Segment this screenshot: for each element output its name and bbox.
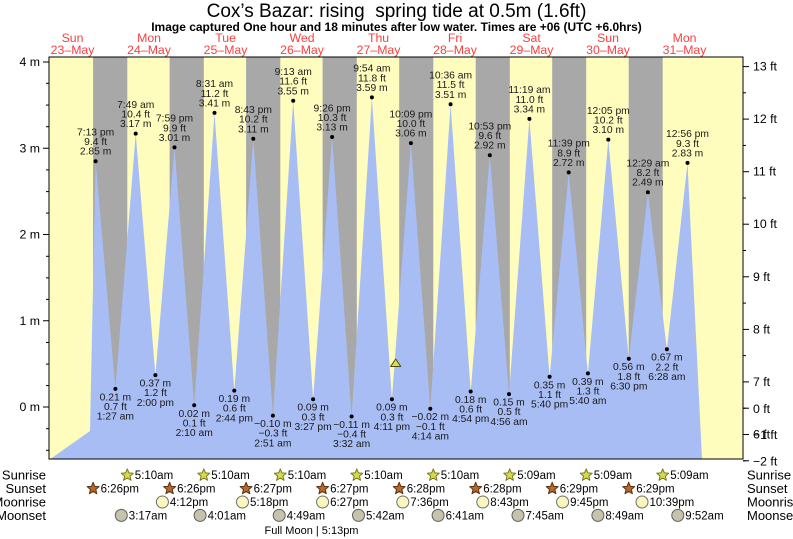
svg-text:5:09am: 5:09am — [594, 470, 632, 482]
svg-text:24–May: 24–May — [127, 43, 172, 57]
svg-text:12 ft: 12 ft — [753, 112, 778, 126]
svg-text:5:10am: 5:10am — [364, 470, 402, 482]
svg-text:3:27 pm: 3:27 pm — [294, 422, 331, 433]
svg-text:5:40 pm: 5:40 pm — [531, 400, 568, 411]
svg-text:6:27pm: 6:27pm — [254, 484, 292, 496]
svg-text:8:49am: 8:49am — [605, 510, 643, 522]
svg-text:3.59 m: 3.59 m — [356, 83, 387, 94]
svg-text:25–May: 25–May — [204, 43, 249, 57]
svg-text:3.55 m: 3.55 m — [277, 86, 308, 97]
svg-text:6:27pm: 6:27pm — [330, 497, 368, 509]
svg-text:6:29pm: 6:29pm — [636, 484, 674, 496]
svg-text:1 m: 1 m — [20, 314, 41, 328]
svg-text:11 ft: 11 ft — [753, 165, 777, 179]
svg-text:4:11 pm: 4:11 pm — [374, 422, 410, 433]
svg-text:Moonset: Moonset — [747, 508, 793, 523]
svg-text:27–May: 27–May — [357, 43, 402, 57]
svg-text:7 ft: 7 ft — [753, 375, 771, 389]
svg-text:5:09am: 5:09am — [517, 470, 555, 482]
svg-text:5:42am: 5:42am — [366, 510, 404, 522]
svg-text:2.85 m: 2.85 m — [80, 147, 111, 158]
svg-text:Moonset: Moonset — [0, 508, 46, 523]
svg-text:5:18pm: 5:18pm — [250, 497, 288, 509]
svg-text:4:54 pm: 4:54 pm — [452, 414, 489, 425]
svg-text:2.49 m: 2.49 m — [632, 178, 663, 189]
svg-text:28–May: 28–May — [433, 43, 478, 57]
svg-text:0 ft: 0 ft — [753, 402, 771, 416]
svg-text:6:41am: 6:41am — [446, 510, 484, 522]
svg-text:3:32 am: 3:32 am — [333, 439, 370, 450]
svg-text:2 m: 2 m — [20, 228, 41, 242]
svg-text:3.06 m: 3.06 m — [395, 129, 426, 140]
svg-text:5:40 am: 5:40 am — [569, 396, 606, 407]
svg-text:3.51 m: 3.51 m — [435, 90, 466, 101]
svg-text:9:45pm: 9:45pm — [570, 497, 608, 509]
svg-text:8:43pm: 8:43pm — [490, 497, 528, 509]
svg-text:30–May: 30–May — [586, 43, 631, 57]
svg-text:3.41 m: 3.41 m — [199, 98, 230, 109]
svg-text:13 ft: 13 ft — [753, 60, 778, 74]
svg-text:3.11 m: 3.11 m — [238, 124, 269, 135]
svg-text:5:10am: 5:10am — [211, 470, 249, 482]
svg-text:6:30 pm: 6:30 pm — [610, 381, 647, 392]
svg-text:2.92 m: 2.92 m — [474, 141, 505, 152]
svg-text:1:27 am: 1:27 am — [97, 412, 134, 423]
svg-text:6:26pm: 6:26pm — [101, 484, 139, 496]
svg-text:5:10am: 5:10am — [441, 470, 479, 482]
svg-text:4:49am: 4:49am — [287, 510, 325, 522]
svg-text:2.83 m: 2.83 m — [672, 148, 703, 159]
svg-text:3.01 m: 3.01 m — [159, 133, 190, 144]
svg-text:9:52am: 9:52am — [685, 510, 723, 522]
svg-text:3.10 m: 3.10 m — [593, 125, 624, 136]
svg-text:2:10 am: 2:10 am — [176, 428, 213, 439]
svg-text:9 ft: 9 ft — [753, 270, 771, 284]
svg-text:4 m: 4 m — [20, 55, 41, 69]
svg-text:3.17 m: 3.17 m — [120, 119, 151, 130]
svg-text:3:17am: 3:17am — [129, 510, 167, 522]
svg-text:6:28pm: 6:28pm — [483, 484, 521, 496]
svg-text:5:10am: 5:10am — [288, 470, 326, 482]
svg-text:Full Moon | 5:13pm: Full Moon | 5:13pm — [265, 525, 359, 537]
svg-text:−1 ft: −1 ft — [753, 428, 778, 442]
svg-text:23–May: 23–May — [51, 43, 96, 57]
svg-text:4:14 am: 4:14 am — [412, 431, 449, 442]
svg-text:7:45am: 7:45am — [526, 510, 564, 522]
svg-text:3 m: 3 m — [20, 141, 41, 155]
svg-text:7:36pm: 7:36pm — [410, 497, 448, 509]
svg-text:26–May: 26–May — [280, 43, 325, 57]
svg-text:6:27pm: 6:27pm — [330, 484, 368, 496]
svg-text:3.13 m: 3.13 m — [316, 123, 347, 134]
svg-text:−2 ft: −2 ft — [753, 454, 778, 468]
svg-text:3.34 m: 3.34 m — [514, 104, 545, 115]
svg-text:6:28pm: 6:28pm — [407, 484, 445, 496]
svg-text:2:00 pm: 2:00 pm — [137, 398, 174, 409]
svg-text:6:26pm: 6:26pm — [177, 484, 215, 496]
svg-text:4:12pm: 4:12pm — [170, 497, 208, 509]
svg-text:2:44 pm: 2:44 pm — [216, 413, 253, 424]
svg-text:31–May: 31–May — [663, 43, 708, 57]
svg-text:5:10am: 5:10am — [135, 470, 173, 482]
svg-text:6:28 am: 6:28 am — [648, 372, 685, 383]
svg-text:2:51 am: 2:51 am — [254, 438, 291, 449]
svg-text:8 ft: 8 ft — [753, 322, 771, 336]
svg-text:4:56 am: 4:56 am — [490, 417, 527, 428]
svg-text:10 ft: 10 ft — [753, 217, 778, 231]
svg-text:5:09am: 5:09am — [670, 470, 708, 482]
svg-text:6:29pm: 6:29pm — [560, 484, 598, 496]
svg-text:0 m: 0 m — [20, 400, 41, 414]
svg-text:10:39pm: 10:39pm — [650, 497, 695, 509]
svg-text:2.72 m: 2.72 m — [553, 158, 584, 169]
svg-text:4:01am: 4:01am — [208, 510, 246, 522]
svg-text:29–May: 29–May — [510, 43, 555, 57]
